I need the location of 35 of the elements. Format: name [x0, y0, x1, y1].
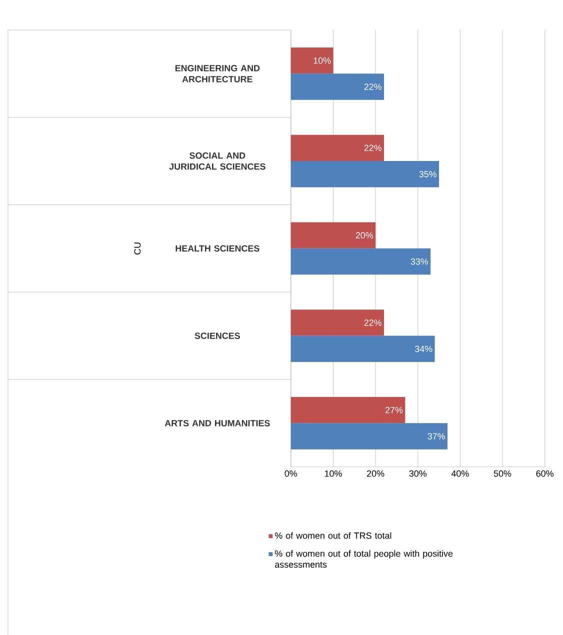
- data-label: 35%: [419, 170, 437, 178]
- y-axis-title: CU: [134, 242, 141, 254]
- bar: [291, 310, 384, 336]
- bar: [291, 161, 440, 188]
- bar: [291, 423, 448, 450]
- bar: [291, 222, 376, 248]
- data-label: 34%: [415, 346, 432, 352]
- bar: [291, 248, 431, 275]
- x-tick-label: 60%: [536, 470, 554, 477]
- x-tick-label: 20%: [367, 470, 384, 477]
- bar: [291, 47, 334, 74]
- data-label: 27%: [386, 406, 403, 414]
- y-tick-label: ENGINEERING AND ARCHITECTURE: [176, 65, 260, 82]
- y-tick-label: HEALTH SCIENCES: [176, 245, 260, 252]
- bar: [291, 134, 384, 162]
- bar: [291, 74, 384, 100]
- bar: [291, 336, 435, 362]
- data-label: 22%: [364, 320, 382, 326]
- x-tick-label: 30%: [409, 470, 427, 477]
- data-label: 10%: [314, 57, 331, 64]
- y-tick-label: SOCIAL AND JURIDICAL SCIENCES: [169, 152, 266, 170]
- legend-label: % of women out of total people with positive assessments: [275, 550, 453, 568]
- data-label: 33%: [410, 258, 428, 265]
- x-tick-label: 40%: [452, 470, 469, 477]
- x-tick-label: 50%: [494, 470, 512, 477]
- x-tick-label: 10%: [325, 470, 342, 477]
- data-label: 22%: [364, 84, 382, 90]
- legend-label: % of women out of TRS total: [275, 532, 392, 539]
- data-label: 20%: [356, 232, 374, 238]
- y-tick-label: SCIENCES: [194, 332, 240, 339]
- data-label: 22%: [364, 144, 382, 152]
- data-label: 37%: [428, 433, 446, 440]
- bar: [291, 396, 406, 424]
- y-tick-label: ARTS AND HUMANITIES: [164, 420, 270, 426]
- x-tick-label: 0%: [284, 470, 298, 477]
